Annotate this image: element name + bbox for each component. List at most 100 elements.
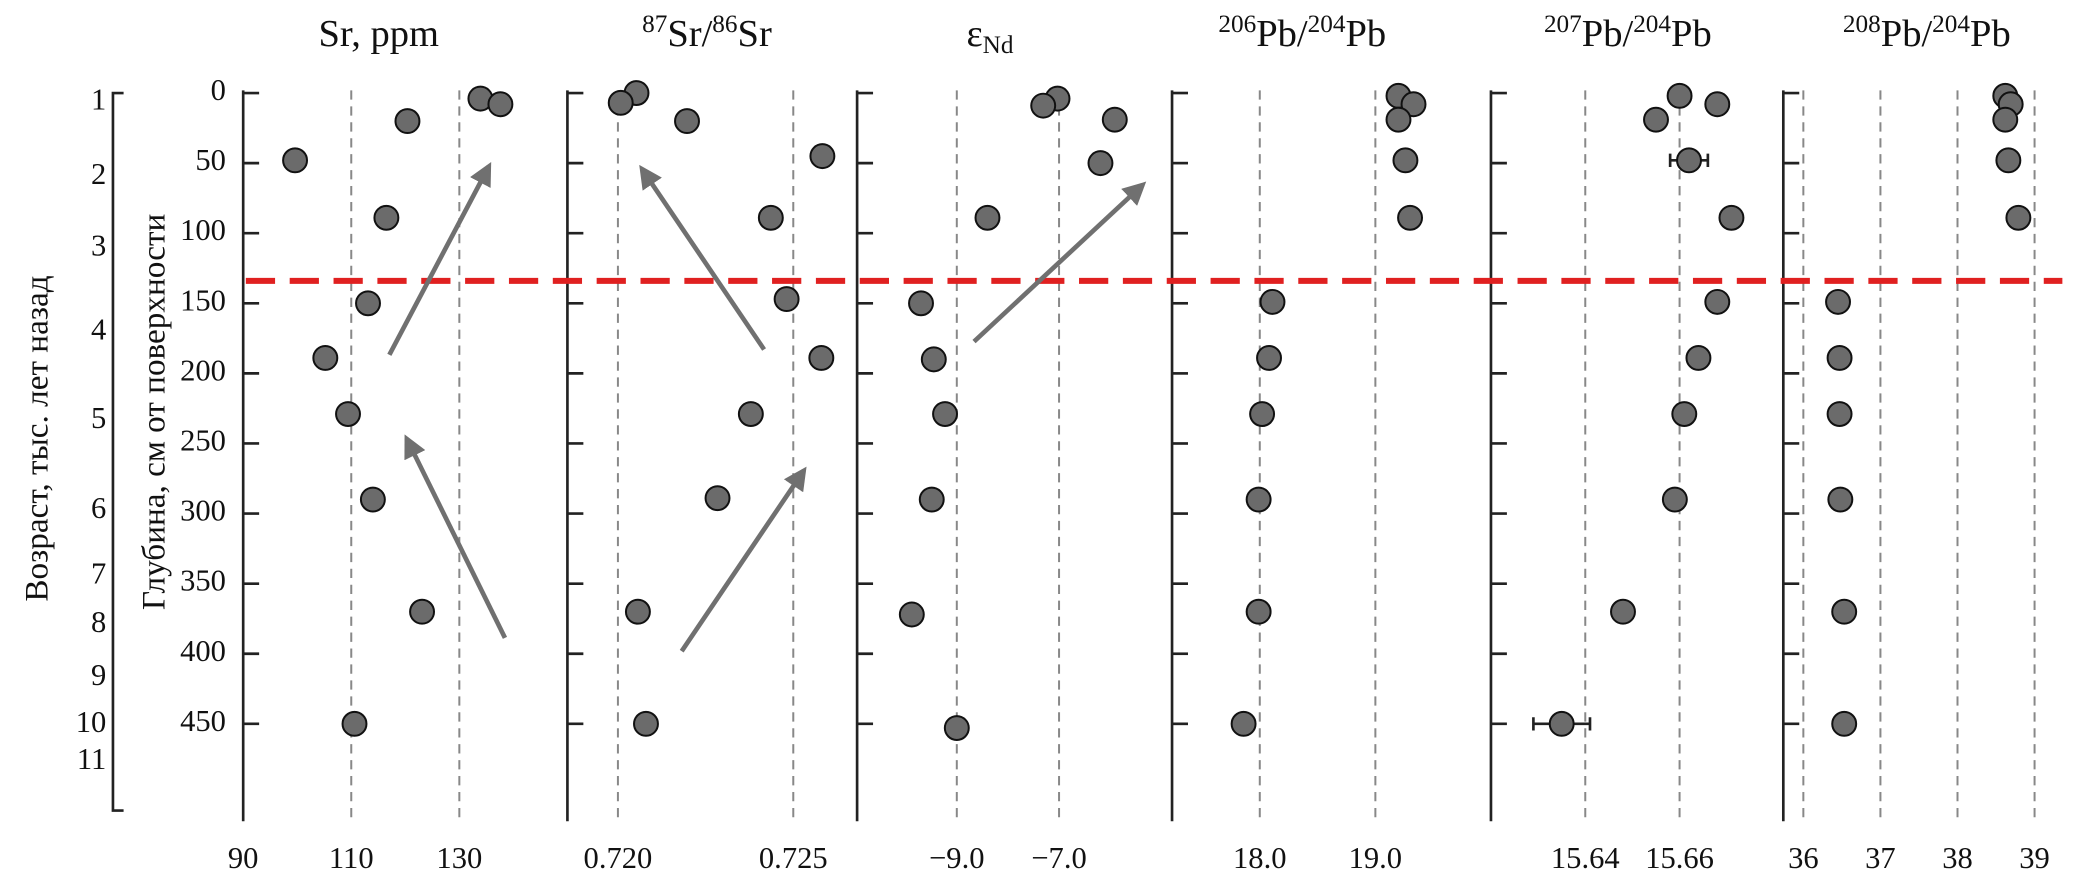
data-point	[1831, 710, 1858, 737]
data-point	[1827, 486, 1854, 513]
data-point	[1392, 147, 1419, 174]
data-point	[737, 401, 764, 427]
data-point	[1826, 345, 1853, 371]
data-point	[282, 147, 309, 174]
data-point	[918, 486, 945, 513]
data-point	[898, 601, 925, 628]
age-tick-label: 6	[91, 491, 106, 525]
data-point	[704, 485, 731, 512]
age-tick-label: 5	[91, 401, 106, 435]
age-axis	[111, 91, 124, 812]
title-part: Pb/	[1256, 13, 1308, 55]
y-tick-label: 150	[180, 283, 226, 317]
data-point	[2005, 204, 2032, 231]
data-point	[1666, 82, 1693, 109]
data-point	[1548, 710, 1575, 737]
y-tick-label: 450	[180, 704, 226, 738]
x-tick-label: 110	[329, 841, 374, 875]
data-point	[1704, 91, 1731, 118]
age-tick-label: 11	[77, 742, 106, 776]
data-point	[1400, 91, 1427, 118]
data-point	[373, 204, 400, 231]
x-tick-label: 0.720	[584, 841, 653, 875]
data-point	[908, 290, 934, 317]
panel-title: 87Sr/86Sr	[642, 11, 772, 55]
title-part: Nd	[983, 32, 1014, 59]
age-tick-label: 1	[91, 82, 106, 116]
data-point	[1230, 710, 1257, 737]
arrow	[639, 164, 767, 351]
x-tick-label: 90	[228, 841, 259, 875]
data-point	[1610, 598, 1636, 625]
arrow	[972, 181, 1147, 344]
data-point	[773, 286, 800, 313]
title-part: 87	[642, 11, 667, 38]
x-tick-label: −7.0	[1031, 841, 1086, 875]
age-tick-label: 10	[76, 705, 107, 739]
data-point	[409, 598, 436, 625]
trend-arrows	[387, 162, 1147, 653]
arrow	[679, 466, 807, 653]
data-point	[1245, 598, 1272, 625]
data-point	[809, 143, 836, 170]
x-tick-label: 37	[1865, 841, 1896, 875]
data-point	[1259, 288, 1286, 315]
x-tick-label: 36	[1788, 841, 1819, 875]
age-tick-label: 3	[91, 229, 106, 263]
data-point	[1825, 288, 1851, 315]
y-tick-label: 300	[180, 494, 226, 528]
x-tick-label: 18.0	[1233, 841, 1286, 875]
y-axis-label: Возраст, тыс. лет назад	[18, 275, 55, 601]
panel-title: 208Pb/204Pb	[1843, 11, 2011, 55]
data-point	[341, 710, 368, 737]
y-tick-label: 0	[211, 73, 226, 107]
data-point	[1661, 486, 1688, 513]
title-part: Sr, ppm	[319, 13, 439, 55]
data-point	[1685, 345, 1712, 371]
data-point	[1643, 106, 1669, 133]
title-part: 204	[1633, 11, 1671, 38]
title-part: 208	[1843, 11, 1881, 38]
data-point	[312, 345, 339, 371]
y-tick-label: 200	[180, 353, 226, 387]
data-point	[394, 108, 421, 135]
panel-title: εNd	[966, 13, 1013, 59]
title-part: 206	[1218, 11, 1256, 38]
x-tick-label: 15.64	[1551, 841, 1620, 875]
data-point	[335, 401, 361, 427]
arrow	[387, 162, 492, 356]
data-point	[607, 89, 634, 116]
age-tick-label: 9	[91, 658, 106, 692]
y-tick-label: 100	[180, 213, 226, 247]
data-point	[920, 346, 947, 373]
y-tick-label: 250	[180, 423, 226, 457]
title-part: ε	[966, 13, 982, 55]
x-tick-label: 15.66	[1645, 841, 1714, 875]
title-part: 204	[1308, 11, 1346, 38]
age-tick-label: 7	[91, 557, 106, 591]
data-point	[1385, 106, 1412, 133]
title-part: Pb	[1345, 13, 1386, 55]
data-point	[1087, 150, 1114, 177]
panel-title: 206Pb/204Pb	[1218, 11, 1386, 55]
data-point	[1676, 147, 1702, 174]
data-point	[943, 715, 970, 742]
y-axis-label: Глубина, см от поверхности	[135, 214, 172, 610]
data-point	[1995, 147, 2022, 174]
data-point	[624, 598, 651, 625]
data-point	[355, 290, 381, 317]
data-point	[1718, 204, 1745, 231]
x-tick-label: 0.725	[759, 841, 828, 875]
data-point	[1256, 345, 1282, 371]
panel-title: Sr, ppm	[319, 13, 439, 55]
title-part: 207	[1544, 11, 1582, 38]
age-tick-label: 4	[91, 313, 106, 347]
age-tick-label: 2	[91, 157, 106, 191]
data-point	[932, 401, 958, 427]
x-tick-label: −9.0	[929, 841, 984, 875]
data-point	[1671, 401, 1698, 427]
title-part: Pb/	[1881, 13, 1933, 55]
data-point	[359, 486, 386, 513]
data-point	[633, 710, 659, 737]
